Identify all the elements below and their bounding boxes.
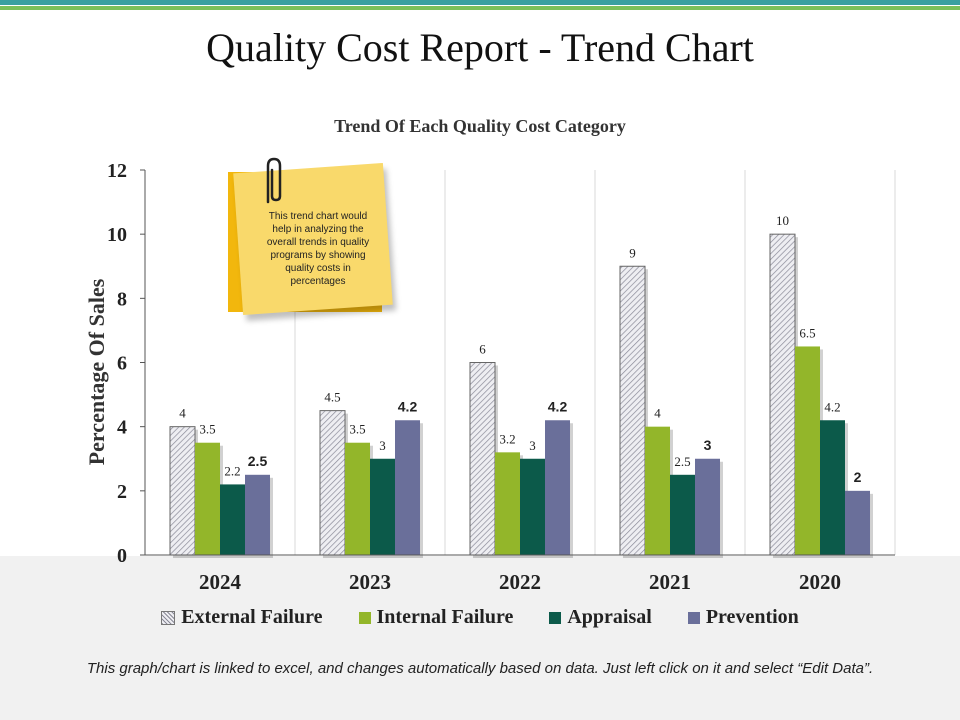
- legend-swatch-appraisal: [549, 611, 562, 624]
- bar-external-failure-2020: [769, 233, 796, 556]
- data-label: 4.5: [324, 390, 340, 405]
- bar-prevention-2021: [695, 458, 720, 555]
- data-label: 3: [704, 437, 712, 453]
- bar-internal-failure-2024: [195, 442, 220, 555]
- data-label: 2: [854, 469, 862, 485]
- bottom-panel: [0, 556, 960, 720]
- y-tick-label: 8: [117, 288, 127, 310]
- data-label: 4.2: [824, 399, 840, 414]
- y-tick-label: 2: [117, 481, 127, 503]
- legend-label-prevention: Prevention: [705, 606, 799, 628]
- sticky-note-text: This trend chart would help in analyzing…: [266, 211, 370, 287]
- legend-swatch-prevention: [687, 611, 700, 624]
- y-tick-label: 6: [117, 353, 127, 375]
- bar-internal-failure-2023: [345, 442, 370, 555]
- data-label: 3.2: [499, 431, 515, 446]
- bar-chart[interactable]: 4 3.5 2.2 2.5 4.5 3.5 3 4.2 6 3.2 3 4.2 9 4 2.5 3 10 6.5 4…: [0, 0, 960, 600]
- x-tick-label: 2024: [199, 570, 242, 594]
- y-axis-label: Percentage Of Sales: [84, 278, 109, 465]
- footer-note: This graph/chart is linked to excel, and…: [86, 660, 874, 677]
- top-accent-bar: [0, 0, 960, 5]
- legend-swatch-internal: [358, 611, 371, 624]
- legend-item-internal-failure: Internal Failure: [358, 606, 514, 629]
- legend-item-appraisal: Appraisal: [549, 606, 652, 629]
- x-tick-label: 2023: [349, 570, 391, 594]
- data-label: 6: [479, 342, 486, 357]
- data-label: 3: [529, 438, 536, 453]
- bar-appraisal-2023: [370, 458, 395, 555]
- chart-axes: 0 2 4 6 8 10 12 2024 2023 2022 2021 2020: [107, 160, 895, 594]
- bar-prevention-2023: [395, 420, 420, 555]
- x-tick-label: 2020: [799, 570, 841, 594]
- page-title: Quality Cost Report - Trend Chart: [206, 25, 754, 70]
- bar-appraisal-2021: [670, 474, 695, 555]
- legend-item-external-failure: External Failure: [161, 606, 323, 629]
- y-tick-label: 0: [117, 545, 127, 567]
- bar-external-failure-2024: [169, 426, 196, 556]
- bar-prevention-2022: [545, 420, 570, 555]
- data-label: 6.5: [799, 325, 815, 340]
- chart-title: Trend Of Each Quality Cost Category: [334, 116, 626, 136]
- legend-swatch-external: [161, 610, 176, 625]
- top-accent-bar-green: [0, 6, 960, 10]
- x-tick-label: 2021: [649, 570, 691, 594]
- y-tick-label: 4: [117, 417, 127, 439]
- bar-internal-failure-2020: [795, 346, 820, 555]
- x-tick-label: 2022: [499, 570, 541, 594]
- legend-label-internal: Internal Failure: [376, 606, 514, 628]
- data-label: 4.2: [548, 398, 568, 414]
- bar-appraisal-2022: [520, 458, 545, 555]
- data-label: 3: [379, 438, 386, 453]
- data-label: 4: [654, 406, 661, 421]
- legend-label-appraisal: Appraisal: [567, 606, 652, 628]
- bar-internal-failure-2021: [645, 426, 670, 555]
- data-label: 9: [629, 245, 636, 260]
- bar-external-failure-2021: [619, 265, 646, 556]
- bar-appraisal-2024: [220, 484, 245, 555]
- data-label: 2.5: [248, 453, 268, 469]
- chart-bars: [169, 233, 873, 558]
- chart-data-labels: 4 3.5 2.2 2.5 4.5 3.5 3 4.2 6 3.2 3 4.2 9 4 2.5 3 10 6.5 4…: [179, 213, 861, 485]
- data-label: 10: [776, 213, 789, 228]
- bar-external-failure-2022: [469, 362, 496, 556]
- paperclip-icon: [266, 157, 282, 204]
- legend-item-prevention: Prevention: [687, 606, 799, 629]
- data-label: 4: [179, 406, 186, 421]
- data-label: 4.2: [398, 398, 418, 414]
- bar-prevention-2024: [245, 474, 270, 555]
- y-tick-label: 10: [107, 224, 127, 246]
- bar-appraisal-2020: [820, 420, 845, 555]
- data-label: 3.5: [349, 422, 365, 437]
- data-label: 2.2: [224, 463, 240, 478]
- chart-legend: External Failure Internal Failure Apprai…: [0, 606, 960, 629]
- bar-external-failure-2023: [319, 410, 346, 556]
- legend-label-external: External Failure: [181, 606, 323, 628]
- bar-internal-failure-2022: [495, 452, 520, 555]
- data-label: 2.5: [674, 454, 690, 469]
- y-tick-label: 12: [107, 160, 127, 182]
- data-label: 3.5: [199, 422, 215, 437]
- bar-prevention-2020: [845, 490, 870, 555]
